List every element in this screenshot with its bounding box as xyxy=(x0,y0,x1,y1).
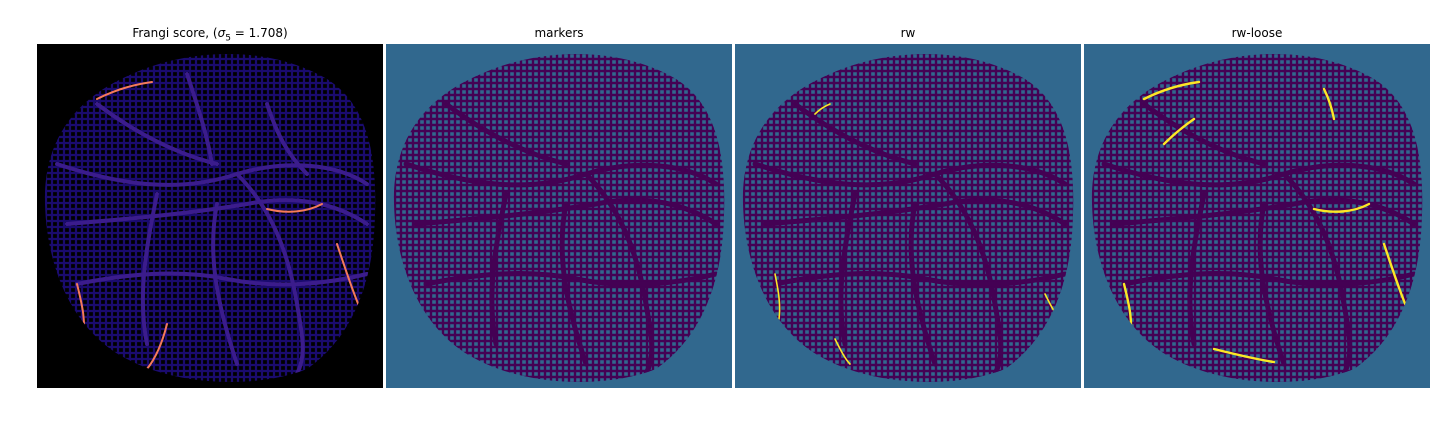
sigma-value: = 1.708) xyxy=(230,26,288,40)
rw-image-svg xyxy=(735,44,1081,388)
rw-loose-image-svg xyxy=(1084,44,1430,388)
rw-image xyxy=(735,44,1081,388)
panel-title-rw-loose: rw-loose xyxy=(1231,26,1283,40)
markers-image xyxy=(386,44,732,388)
sigma-subscript: 5 xyxy=(225,33,231,44)
panel-title-rw: rw xyxy=(900,26,916,40)
frangi-score-image xyxy=(37,44,383,388)
frangi-image-svg xyxy=(37,44,383,388)
rw-loose-image xyxy=(1084,44,1430,388)
panel-title-markers: markers xyxy=(534,26,584,40)
panel-title-frangi: Frangi score, (σ5 = 1.708) xyxy=(37,26,383,45)
markers-image-svg xyxy=(386,44,732,388)
frangi-title-text: Frangi score, ( xyxy=(132,26,218,40)
sigma-symbol: σ xyxy=(217,26,226,40)
